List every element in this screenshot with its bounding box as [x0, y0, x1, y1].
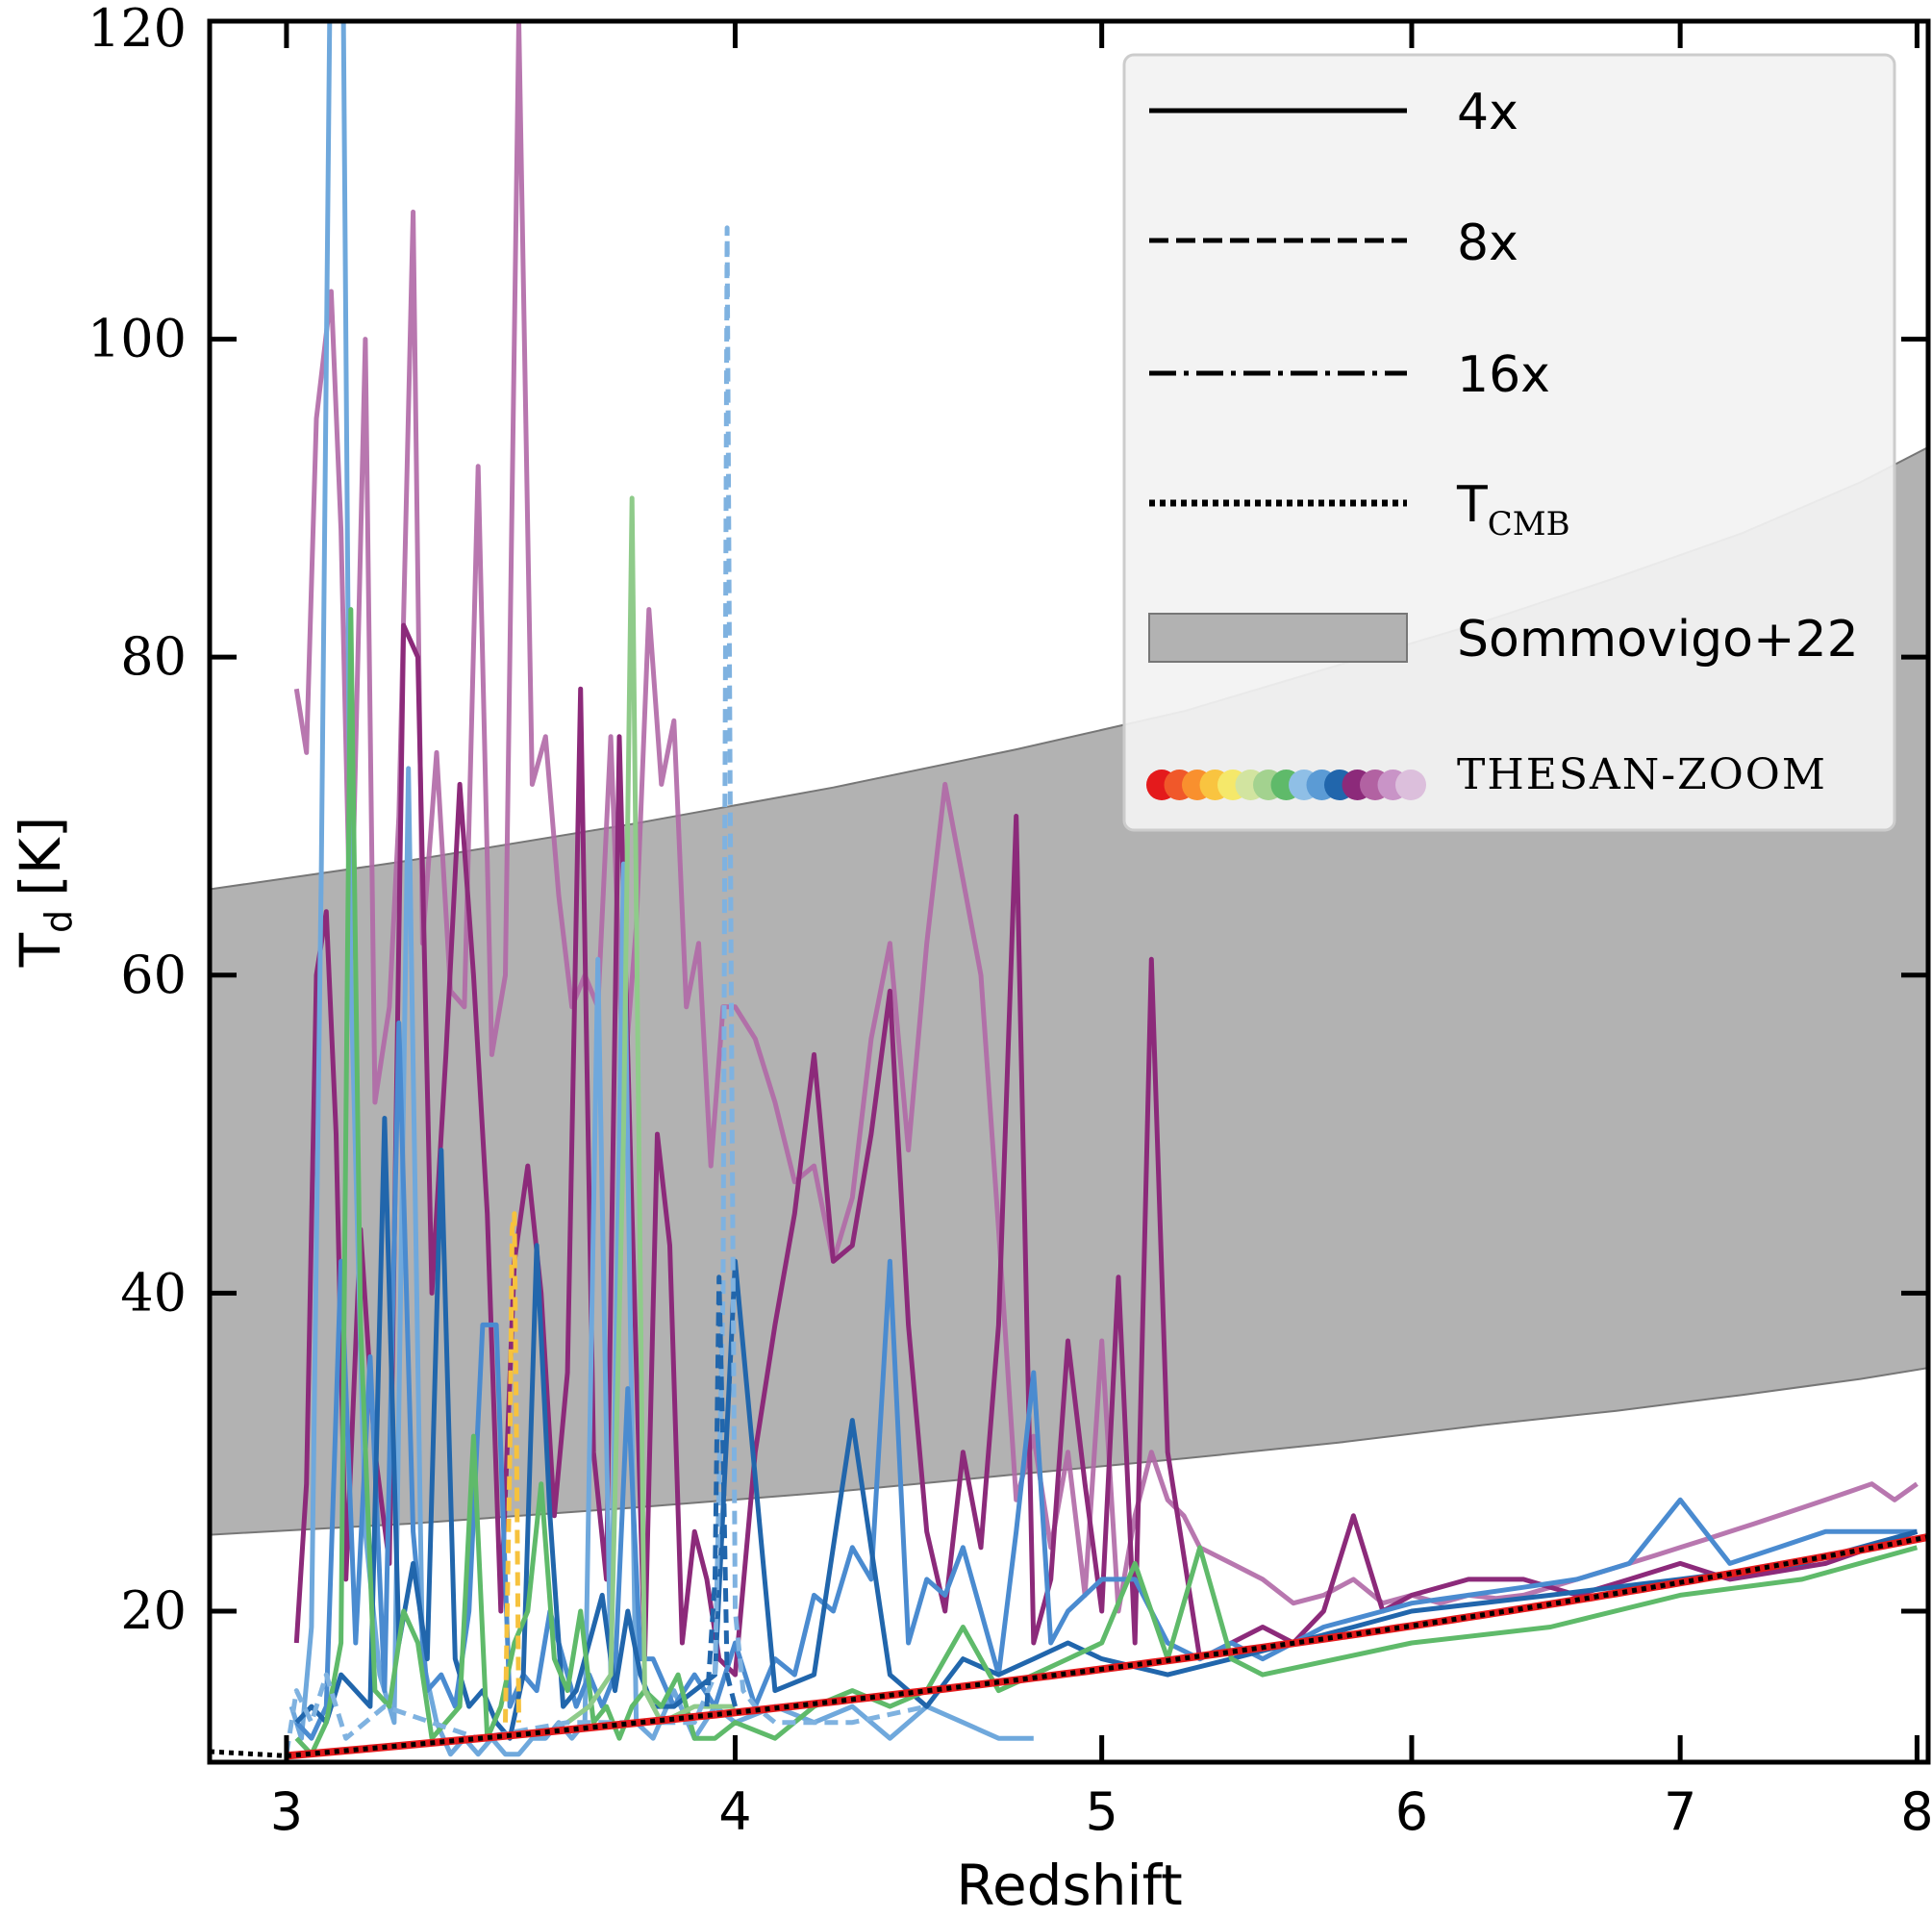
y-axis-title: Td[K]: [8, 817, 80, 969]
x-tick-label: 8: [1900, 1781, 1932, 1842]
legend-color-dots: [1146, 770, 1426, 800]
plot-frame: [207, 18, 1931, 1765]
x-tick-label: 7: [1664, 1781, 1696, 1842]
legend-band-swatch: [1148, 613, 1408, 663]
x-tick-label: 4: [718, 1781, 751, 1842]
series-line-0: [293, 21, 1919, 1614]
legend-label-4x: 4x: [1457, 84, 1518, 141]
x-tick-label: 5: [1085, 1781, 1117, 1842]
legend-box: [1122, 53, 1896, 832]
series-line-1: [293, 622, 1919, 1678]
y-tick-label: 60: [120, 945, 187, 1005]
series-line-9: [704, 1274, 738, 1707]
series-line-4: [294, 1116, 1919, 1741]
x-axis-title: Redshift: [956, 1853, 1182, 1918]
y-tick-label: 40: [120, 1262, 187, 1323]
y-tick-label: 120: [88, 0, 187, 59]
legend-dot: [1395, 770, 1426, 800]
legend-label-thesan: THESAN-ZOOM: [1457, 750, 1827, 799]
cmb-curve: [209, 1532, 1929, 1760]
x-tick-label: 6: [1395, 1781, 1428, 1842]
y-tick-label: 100: [88, 309, 187, 369]
y-tick-label: 20: [120, 1580, 187, 1641]
legend: 4x 8x 16x TCMB Sommovigo+22 THESAN-ZOOM: [1122, 53, 1896, 832]
series-line-6: [565, 495, 736, 1726]
cmb-dotted-extension: [209, 1749, 288, 1758]
series-line-7: [503, 1211, 521, 1723]
x-tick-label: 3: [270, 1781, 303, 1842]
series-line-8: [284, 225, 928, 1755]
legend-label-sommovigo: Sommovigo+22: [1457, 611, 1859, 669]
legend-label-8x: 8x: [1457, 215, 1518, 272]
series-layer: [284, 21, 1919, 1757]
legend-label-16x: 16x: [1457, 346, 1550, 404]
legend-label-tcmb: TCMB: [1456, 476, 1570, 543]
cmb-dotted-line: [286, 1534, 1929, 1758]
y-tick-label: 80: [120, 626, 187, 687]
series-line-5: [294, 607, 1919, 1757]
axis-ticks: 3 4 5 6 7 8 20 40 60 80 100 120: [88, 0, 1932, 1842]
